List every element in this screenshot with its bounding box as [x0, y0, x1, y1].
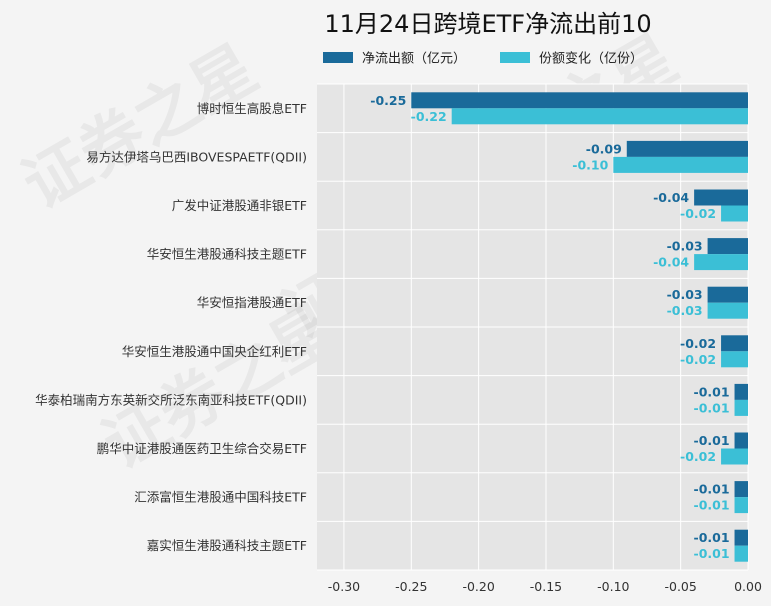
bar-net-outflow: [734, 383, 748, 400]
category-label: 华安恒指港股通ETF: [197, 295, 307, 310]
data-label-net-outflow: -0.09: [586, 141, 622, 156]
category-label: 嘉实恒生港股通科技主题ETF: [147, 538, 307, 553]
bar-share-change: [694, 254, 748, 271]
data-label-share-change: -0.02: [680, 206, 716, 221]
value-labels: -0.25-0.22-0.09-0.10-0.04-0.02-0.03-0.04…: [370, 93, 729, 561]
category-label: 华安恒生港股通科技主题ETF: [147, 247, 307, 262]
grid-lines: [317, 83, 749, 571]
legend-swatch-net-outflow: [323, 52, 353, 63]
bars: [411, 92, 748, 562]
bar-net-outflow: [734, 432, 748, 449]
data-label-share-change: -0.01: [694, 400, 730, 415]
data-label-share-change: -0.22: [411, 109, 447, 124]
bar-net-outflow: [707, 238, 748, 255]
category-label: 鹏华中证港股通医药卫生综合交易ETF: [97, 441, 307, 456]
legend: 净流出额（亿元） 份额变化（亿份）: [323, 51, 643, 67]
bar-net-outflow: [721, 335, 748, 352]
bar-net-outflow: [734, 481, 748, 498]
bar-net-outflow: [411, 92, 748, 109]
category-label: 广发中证港股通非银ETF: [172, 198, 307, 213]
x-tick-label: 0.00: [734, 579, 762, 594]
bar-net-outflow: [734, 529, 748, 546]
x-tick-label: -0.05: [664, 579, 696, 594]
legend-label-net-outflow: 净流出额（亿元）: [362, 52, 466, 67]
bar-share-change: [721, 351, 748, 368]
bar-net-outflow: [707, 286, 748, 303]
x-tick-label: -0.10: [597, 579, 629, 594]
x-tick-label: -0.25: [395, 579, 427, 594]
data-label-net-outflow: -0.01: [694, 530, 730, 545]
watermark-text: 证券之星: [11, 32, 270, 224]
category-label: 汇添富恒生港股通中国科技ETF: [134, 490, 307, 505]
bar-share-change: [721, 205, 748, 222]
data-label-net-outflow: -0.01: [694, 482, 730, 497]
data-label-net-outflow: -0.25: [370, 93, 406, 108]
bar-share-change: [721, 448, 748, 465]
data-label-share-change: -0.10: [572, 157, 608, 172]
legend-label-share-change: 份额变化（亿份）: [539, 51, 643, 67]
data-label-share-change: -0.02: [680, 449, 716, 464]
x-tick-label: -0.20: [462, 579, 494, 594]
x-axis-ticks: -0.30 -0.25 -0.20 -0.15 -0.10 -0.05 0.00: [328, 579, 762, 594]
bar-share-change: [734, 545, 748, 562]
data-label-net-outflow: -0.03: [667, 287, 703, 302]
bar-share-change: [707, 302, 748, 319]
category-labels: 博时恒生高股息ETF 易方达伊塔乌巴西IBOVESPAETF(QDII) 广发中证港…: [35, 101, 307, 553]
data-label-net-outflow: -0.04: [653, 190, 689, 205]
x-tick-label: -0.30: [328, 579, 360, 594]
bar-share-change: [451, 108, 748, 125]
category-label: 华泰柏瑞南方东英新交所泛东南亚科技ETF(QDII): [35, 392, 307, 407]
data-label-share-change: -0.04: [653, 255, 689, 270]
data-label-share-change: -0.02: [680, 352, 716, 367]
bar-share-change: [613, 156, 748, 173]
data-label-share-change: -0.01: [694, 546, 730, 561]
data-label-net-outflow: -0.02: [680, 336, 716, 351]
category-label: 博时恒生高股息ETF: [197, 101, 307, 116]
legend-swatch-share-change: [500, 52, 530, 63]
data-label-net-outflow: -0.03: [667, 239, 703, 254]
data-label-net-outflow: -0.01: [694, 433, 730, 448]
bar-net-outflow: [694, 189, 748, 206]
chart-title: 11月24日跨境ETF净流出前10: [324, 10, 651, 38]
category-label: 易方达伊塔乌巴西IBOVESPAETF(QDII): [86, 149, 307, 164]
data-label-net-outflow: -0.01: [694, 384, 730, 399]
data-label-share-change: -0.01: [694, 498, 730, 513]
category-label: 华安恒生港股通中国央企红利ETF: [122, 344, 307, 359]
bar-share-change: [734, 399, 748, 416]
bar-net-outflow: [626, 140, 748, 157]
data-label-share-change: -0.03: [667, 303, 703, 318]
x-tick-label: -0.15: [530, 579, 562, 594]
bar-share-change: [734, 497, 748, 514]
